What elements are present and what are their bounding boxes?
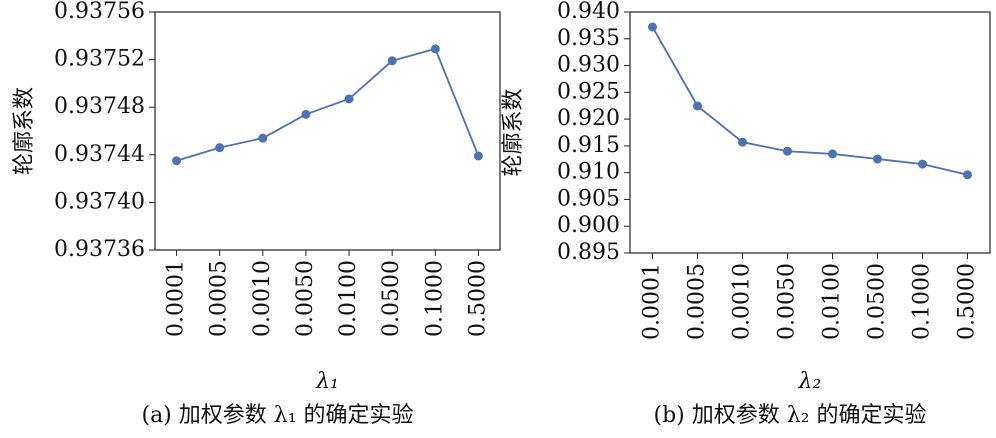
point bbox=[430, 44, 440, 54]
point bbox=[873, 154, 882, 164]
y-tick-label: 0.93756 bbox=[54, 0, 145, 24]
x-tick-label: 0.0010 bbox=[730, 263, 755, 340]
y-tick-label: 0.93752 bbox=[54, 47, 145, 72]
y-tick-label: 0.935 bbox=[557, 26, 620, 51]
point bbox=[215, 143, 225, 153]
y-tick-label: 0.925 bbox=[557, 79, 620, 104]
point bbox=[473, 151, 483, 161]
point bbox=[918, 159, 927, 169]
y-tick-label: 0.940 bbox=[557, 0, 620, 24]
point bbox=[258, 133, 268, 143]
x-tick-label: 0.0050 bbox=[293, 260, 318, 337]
x-tick-label: 0.5000 bbox=[955, 263, 980, 340]
y-tick-label: 0.895 bbox=[557, 240, 620, 265]
line bbox=[176, 47, 480, 162]
x-tick-label: 0.0001 bbox=[164, 260, 189, 337]
line bbox=[651, 26, 968, 176]
x-tick-label: 0.0005 bbox=[685, 263, 710, 340]
y-tick-label: 0.930 bbox=[557, 53, 620, 78]
x-tick-label: 0.0001 bbox=[640, 263, 665, 340]
y-tick-label: 0.920 bbox=[557, 106, 620, 131]
point bbox=[693, 101, 702, 111]
y-axis-label: 轮廓系数 bbox=[12, 87, 37, 175]
x-tick-label: 0.0100 bbox=[336, 260, 361, 337]
point bbox=[172, 156, 182, 166]
x-tick-label: 0.1000 bbox=[422, 260, 447, 337]
plot-frame bbox=[629, 11, 991, 254]
x-tick-label: 0.0050 bbox=[775, 263, 800, 340]
y-tick-label: 0.93744 bbox=[54, 142, 145, 167]
x-tick-label: 0.0500 bbox=[379, 260, 404, 337]
plot-frame bbox=[154, 11, 501, 251]
y-tick-label: 0.93740 bbox=[54, 189, 145, 214]
x-tick-label: 0.0005 bbox=[207, 260, 232, 337]
y-tick-label: 0.910 bbox=[557, 160, 620, 185]
x-axis-label: λ₂ bbox=[798, 369, 822, 394]
point bbox=[387, 56, 397, 66]
x-tick-label: 0.0100 bbox=[820, 263, 845, 340]
caption: (b) 加权参数 λ₂ 的确定实验 bbox=[654, 403, 927, 428]
y-tick-label: 0.900 bbox=[557, 213, 620, 238]
y-tick-label: 0.93736 bbox=[54, 237, 145, 262]
point bbox=[963, 170, 972, 180]
x-tick-label: 0.5000 bbox=[465, 260, 490, 337]
y-tick-label: 0.915 bbox=[557, 133, 620, 158]
point bbox=[648, 22, 657, 32]
y-tick-label: 0.93748 bbox=[54, 94, 145, 119]
y-tick-label: 0.905 bbox=[557, 186, 620, 211]
point bbox=[783, 146, 792, 156]
point bbox=[301, 109, 311, 119]
y-axis-label: 轮廓系数 bbox=[501, 88, 526, 176]
point bbox=[738, 137, 747, 147]
x-tick-label: 0.0500 bbox=[865, 263, 890, 340]
caption: (a) 加权参数 λ₁ 的确定实验 bbox=[141, 403, 413, 428]
point bbox=[344, 94, 354, 104]
x-tick-label: 0.0010 bbox=[250, 260, 275, 337]
point bbox=[828, 149, 837, 159]
x-axis-label: λ₁ bbox=[315, 369, 339, 394]
x-tick-label: 0.1000 bbox=[910, 263, 935, 340]
